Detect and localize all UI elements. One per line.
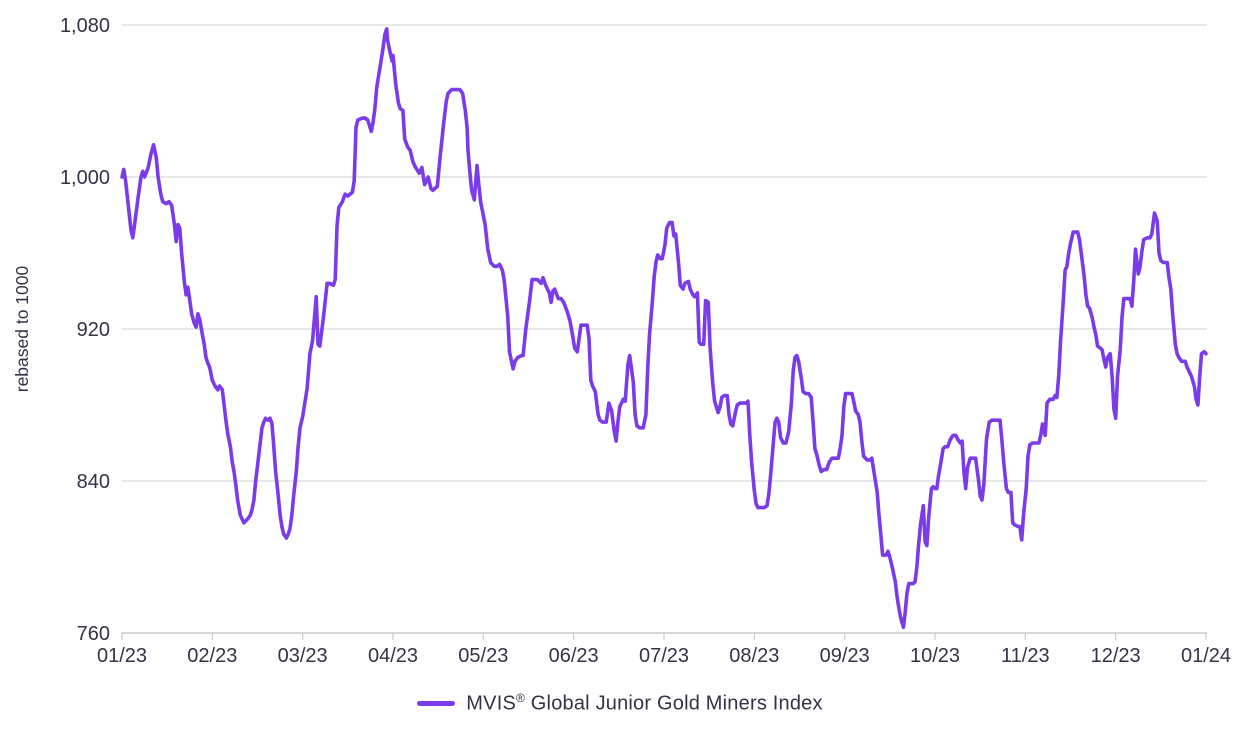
y-tick-label: 920 xyxy=(77,319,110,341)
x-tick-label: 12/23 xyxy=(1091,645,1141,667)
x-tick-label: 11/23 xyxy=(1001,645,1050,667)
y-axis-title: rebased to 1000 xyxy=(12,265,32,392)
x-tick-label: 06/23 xyxy=(549,645,599,667)
x-tick-label: 09/23 xyxy=(820,645,870,667)
x-tick-label: 01/24 xyxy=(1181,645,1231,667)
y-tick-label: 1,080 xyxy=(60,15,110,37)
x-tick-label: 03/23 xyxy=(278,645,328,667)
x-tick-label: 04/23 xyxy=(368,645,418,667)
legend-label: MVIS® Global Junior Gold Miners Index xyxy=(466,690,823,715)
legend-line-swatch-icon xyxy=(417,700,456,706)
x-tick-label: 05/23 xyxy=(458,645,508,667)
legend: MVIS® Global Junior Gold Miners Index xyxy=(0,687,1240,719)
x-tick-label: 07/23 xyxy=(639,645,689,667)
x-tick-label: 10/23 xyxy=(910,645,960,667)
y-tick-label: 840 xyxy=(77,471,110,493)
y-tick-label: 1,000 xyxy=(60,167,110,189)
x-tick-label: 08/23 xyxy=(729,645,779,667)
x-tick-label: 01/23 xyxy=(97,645,147,667)
x-tick-label: 02/23 xyxy=(187,645,237,667)
series-line xyxy=(120,27,1208,630)
y-tick-label: 760 xyxy=(77,623,110,645)
